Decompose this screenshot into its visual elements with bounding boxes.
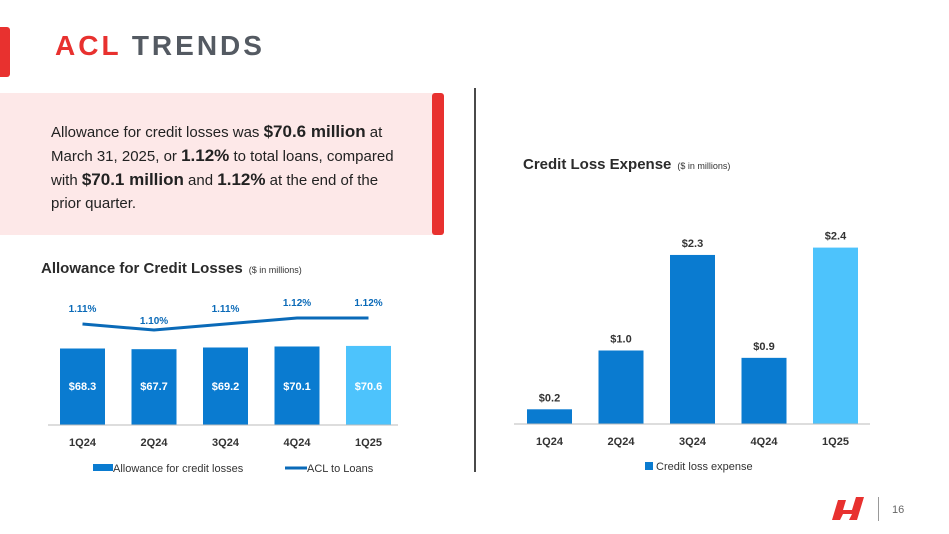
cle-chart-units: ($ in millions) [677,161,731,171]
expense-bar [741,357,787,424]
legend-label-acl: Allowance for credit losses [113,463,244,475]
expense-bar [598,350,644,424]
title-accent-bar [0,27,10,77]
acl-chart-title-text: Allowance for Credit Losses [41,260,243,277]
acl-bar [131,349,177,425]
expense-bar [670,254,715,424]
acl-chart-title: Allowance for Credit Losses ($ in million… [41,260,302,277]
acl-bar [346,345,391,425]
column-divider [474,88,476,472]
summary-text-part: at the end of the prior quarter. [51,172,379,212]
slide-title-rest: TRENDS [131,30,265,61]
acl-ratio-label: 1.10% [140,316,168,327]
summary-callout-edge [432,93,444,235]
acl-ratio-label: 1.12% [354,298,382,309]
acl-bar-label: $69.2 [212,381,240,393]
legend-label-expense: Credit loss expense [656,461,753,473]
summary-highlight-prior-amount: $70.1 million [81,170,184,189]
x-tick-label: 2Q24 [141,437,169,449]
summary-text-part: to total loans, compared with [51,148,394,189]
legend-swatch-acl [93,464,113,471]
x-tick-label: 1Q24 [69,437,97,449]
acl-bar-label: $70.1 [283,381,311,393]
acl-ratio-label: 1.11% [212,304,240,315]
legend-swatch-expense [645,462,653,470]
summary-text: Allowance for credit losses was $70.6 mi… [51,120,411,215]
footer-separator [878,497,879,521]
x-tick-label: 4Q24 [751,436,779,448]
expense-bar-label: $1.0 [610,334,631,346]
acl-chart-units: ($ in millions) [248,265,302,275]
acl-bar-label: $67.7 [140,381,168,393]
acl-bar [60,348,105,425]
summary-text-part: at March 31, 2025, or [51,124,383,165]
acl-bar-label: $68.3 [69,381,97,393]
acl-bar-label: $70.6 [355,381,383,393]
summary-text-part: Allowance for credit losses was [51,124,264,141]
summary-callout [0,93,438,235]
acl-bar [274,346,320,425]
x-tick-label: 4Q24 [284,437,312,449]
x-tick-label: 2Q24 [608,436,636,448]
acl-ratio-label: 1.12% [283,298,311,309]
x-tick-label: 3Q24 [679,436,707,448]
expense-bar [527,409,572,424]
acl-bar [203,347,248,425]
expense-bar [813,247,858,424]
slide-title-accent: ACL [55,30,122,61]
expense-bar-label: $0.2 [539,392,560,404]
expense-bar-label: $0.9 [753,341,774,353]
summary-highlight-prior-ratio: 1.12% [217,170,266,189]
page-number: 16 [892,504,905,516]
summary-highlight-acl-amount: $70.6 million [263,122,366,141]
slide-title: ACL TRENDS [55,30,265,62]
x-tick-label: 1Q25 [822,436,849,448]
legend-label-ratio: ACL to Loans [307,463,374,475]
acl-ratio-line [82,316,369,332]
x-tick-label: 1Q25 [355,437,382,449]
x-tick-label: 3Q24 [212,437,240,449]
expense-bar-label: $2.3 [682,238,703,250]
cle-chart-title-text: Credit Loss Expense [523,156,672,173]
expense-bar-label: $2.4 [825,231,847,243]
cle-chart-title: Credit Loss Expense ($ in millions) [523,156,730,173]
summary-highlight-acl-ratio: 1.12% [181,146,230,165]
x-tick-label: 1Q24 [536,436,564,448]
acl-ratio-label: 1.11% [69,304,97,315]
summary-text-part: and [183,172,218,189]
